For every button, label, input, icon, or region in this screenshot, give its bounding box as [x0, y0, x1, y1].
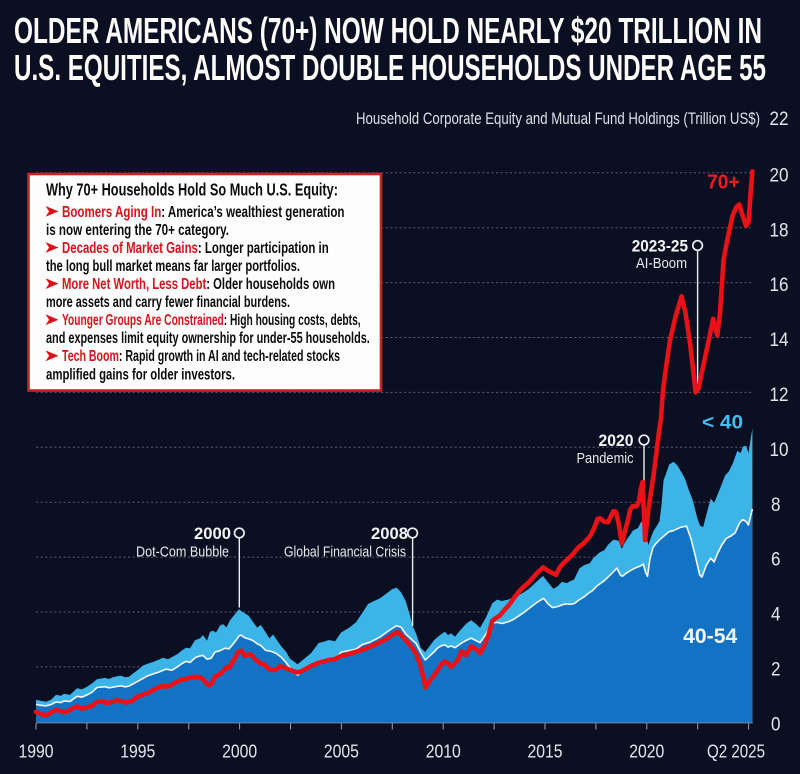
svg-text:2010: 2010 [426, 741, 461, 762]
svg-text:16: 16 [770, 275, 789, 296]
svg-text:12: 12 [770, 385, 789, 406]
svg-text:Pandemic: Pandemic [577, 450, 634, 467]
svg-text:more assets and carry fewer fi: more assets and carry fewer financial bu… [46, 294, 290, 311]
svg-text:2023-25: 2023-25 [632, 237, 688, 256]
svg-text:8: 8 [771, 495, 781, 516]
svg-text:Global Financial Crisis: Global Financial Crisis [284, 544, 406, 561]
svg-text:2020: 2020 [599, 431, 634, 450]
svg-text:18: 18 [770, 220, 789, 241]
svg-text:6: 6 [771, 550, 781, 571]
svg-text:40-54: 40-54 [683, 625, 737, 648]
svg-text:2005: 2005 [324, 741, 359, 762]
svg-text:Q2 2025: Q2 2025 [707, 742, 765, 762]
svg-text:2015: 2015 [528, 741, 563, 762]
svg-text:More Net Worth, Less Debt: Old: More Net Worth, Less Debt: Older househo… [62, 276, 335, 293]
svg-text:2020: 2020 [629, 741, 664, 762]
svg-text:2: 2 [771, 660, 781, 681]
svg-text:U.S. EQUITIES, ALMOST DOUBLE H: U.S. EQUITIES, ALMOST DOUBLE HOUSEHOLDS … [14, 47, 766, 88]
svg-text:2008: 2008 [371, 524, 408, 543]
svg-text:Boomers Aging In: America’s we: Boomers Aging In: America’s wealthiest g… [62, 204, 345, 221]
svg-text:2000: 2000 [194, 524, 231, 543]
svg-text:0: 0 [771, 714, 781, 735]
svg-text:4: 4 [771, 605, 781, 626]
svg-text:20: 20 [770, 165, 789, 186]
svg-text:the long bull market means far: the long bull market means far larger po… [46, 258, 300, 275]
svg-text:14: 14 [770, 330, 789, 351]
svg-text:and expenses limit equity owne: and expenses limit equity ownership for … [46, 330, 370, 347]
svg-text:22: 22 [770, 109, 789, 130]
svg-text:AI-Boom: AI-Boom [636, 255, 687, 272]
svg-text:Why 70+ Households Hold So Muc: Why 70+ Households Hold So Much U.S. Equ… [46, 179, 338, 199]
svg-text:10: 10 [770, 440, 789, 461]
svg-text:1990: 1990 [19, 741, 54, 762]
svg-text:Household Corporate Equity and: Household Corporate Equity and Mutual Fu… [356, 109, 760, 128]
svg-text:Dot-Com Bubble: Dot-Com Bubble [136, 544, 229, 561]
svg-text:amplified gains for older inve: amplified gains for older investors. [46, 366, 235, 383]
svg-text:2000: 2000 [222, 741, 257, 762]
svg-text:Younger Groups Are Constrained: Younger Groups Are Constrained: High hou… [62, 312, 361, 329]
svg-text:1995: 1995 [120, 741, 155, 762]
svg-text:Tech Boom: Rapid growth in AI: Tech Boom: Rapid growth in AI and tech-r… [62, 348, 340, 365]
svg-text:70+: 70+ [707, 171, 740, 194]
svg-text:< 40: < 40 [702, 412, 743, 434]
svg-text:is now entering the 70+ catego: is now entering the 70+ category. [46, 222, 229, 239]
svg-text:OLDER AMERICANS (70+) NOW HOLD: OLDER AMERICANS (70+) NOW HOLD NEARLY $2… [14, 10, 762, 51]
svg-text:Decades of Market Gains: Longe: Decades of Market Gains: Longer particip… [62, 240, 329, 257]
